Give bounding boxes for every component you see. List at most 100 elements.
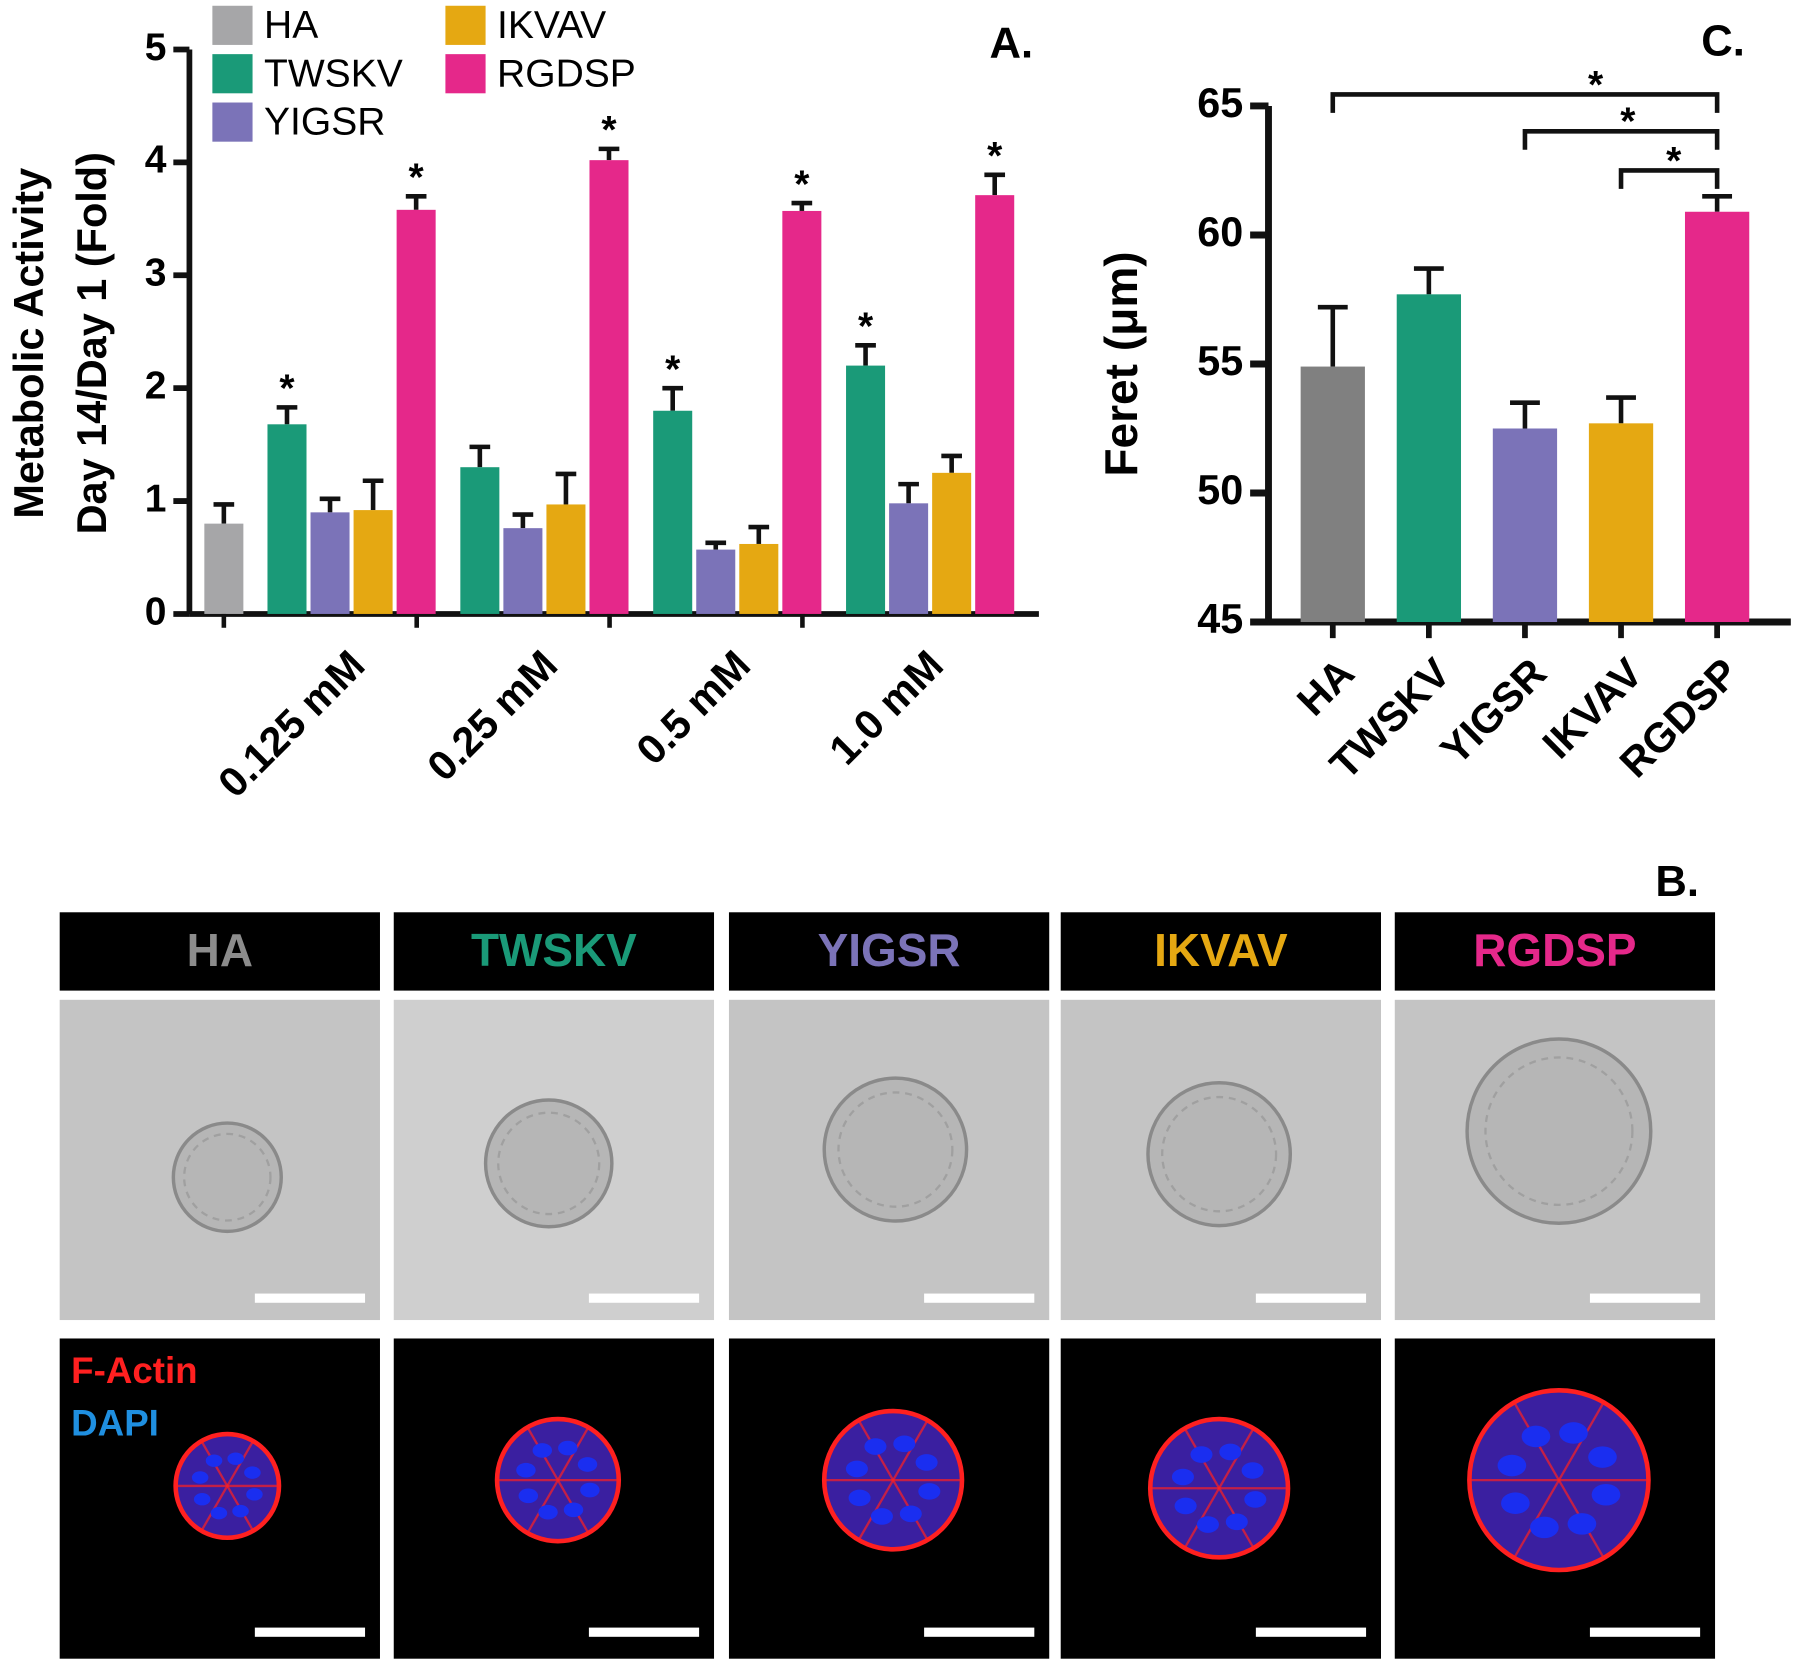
nucleus (538, 1504, 558, 1520)
nucleus (1225, 1513, 1248, 1531)
scale-bar (1589, 1627, 1701, 1637)
legend-label: YIGSR (264, 101, 385, 144)
bar (1300, 366, 1365, 623)
y-axis-label: Metabolic Activity (6, 168, 52, 519)
bar (889, 503, 929, 614)
column-header: IKVAV (1154, 924, 1288, 976)
panel-label: B. (1655, 857, 1699, 906)
nucleus (1559, 1422, 1588, 1444)
x-tick-label: 1.0 mM (820, 642, 951, 774)
bar (1492, 428, 1558, 623)
stain-label: DAPI (71, 1403, 159, 1444)
significance-star: * (858, 305, 874, 348)
nucleus (516, 1462, 536, 1478)
nucleus (1567, 1513, 1597, 1535)
column-header-bg (393, 912, 715, 991)
nucleus (246, 1488, 263, 1501)
panel-label: C. (1701, 16, 1745, 65)
nucleus (1171, 1468, 1194, 1486)
spheroid-texture (1484, 1056, 1634, 1207)
nucleus (848, 1489, 871, 1507)
scale-bar (588, 1627, 700, 1637)
legend-swatch (445, 5, 486, 45)
nucleus (893, 1435, 916, 1453)
nucleus (205, 1454, 223, 1467)
bar (1684, 211, 1750, 623)
column-header-bg (728, 912, 1050, 991)
significance-star: * (1620, 101, 1636, 144)
bar (353, 510, 393, 614)
nucleus (1244, 1491, 1267, 1508)
column-header: TWSKV (471, 924, 637, 976)
nucleus (1530, 1516, 1559, 1539)
spheroid-brightfield (1465, 1037, 1653, 1226)
significance-bracket (1618, 168, 1720, 189)
x-tick-label: 0.25 mM (419, 642, 567, 790)
y-tick-label: 50 (1197, 467, 1243, 513)
nucleus (864, 1438, 887, 1455)
nucleus (191, 1471, 209, 1484)
y-axis-label: Day 14/Day 1 (Fold) (69, 152, 115, 534)
spheroid-brightfield (822, 1076, 969, 1223)
x-tick-label: 0.5 mM (628, 642, 759, 774)
nucleus (193, 1492, 211, 1506)
scale-bar (924, 1627, 1035, 1637)
y-tick-label: 0 (145, 590, 167, 633)
nucleus (1521, 1425, 1551, 1448)
y-tick-label: 55 (1197, 338, 1243, 384)
nucleus (232, 1504, 249, 1518)
bar (267, 424, 307, 614)
nucleus (870, 1508, 893, 1525)
nucleus (532, 1443, 553, 1458)
nucleus (577, 1457, 598, 1472)
significance-star: * (279, 368, 295, 411)
nucleus (1174, 1497, 1197, 1515)
column-header: RGDSP (1473, 924, 1636, 976)
y-tick-label: 2 (145, 364, 167, 407)
legend-label: HA (264, 4, 318, 47)
spheroid-brightfield (1146, 1081, 1293, 1228)
nucleus (918, 1483, 941, 1500)
y-tick-label: 45 (1197, 596, 1243, 642)
column-header: YIGSR (818, 924, 961, 976)
stain-label: F-Actin (71, 1350, 197, 1391)
nucleus (1501, 1492, 1530, 1514)
nucleus (518, 1488, 539, 1504)
nucleus (1591, 1483, 1621, 1506)
y-axis-label: Feret (μm) (1095, 251, 1147, 476)
legend-label: IKVAV (497, 4, 606, 47)
nucleus (563, 1502, 584, 1518)
legend-swatch (445, 54, 486, 94)
scale-bar (254, 1627, 366, 1637)
nucleus (1588, 1446, 1617, 1468)
bar (396, 209, 436, 614)
scale-bar (1589, 1293, 1701, 1303)
scale-bar (1255, 1293, 1367, 1303)
bar (204, 523, 244, 614)
column-header-bg (1394, 912, 1716, 991)
y-tick-label: 4 (145, 139, 167, 182)
significance-star: * (794, 163, 810, 206)
nucleus (845, 1460, 868, 1478)
x-tick-label: HA (1288, 650, 1363, 725)
nucleus (244, 1466, 261, 1479)
bar (932, 472, 972, 614)
bar (310, 512, 350, 614)
nucleus (899, 1505, 922, 1523)
significance-star: * (409, 156, 425, 199)
x-tick-label: YIGSR (1432, 650, 1555, 774)
spheroid-texture (497, 1111, 601, 1216)
spheroid-texture (837, 1091, 954, 1208)
scale-bar (254, 1293, 366, 1303)
panel-label: A. (990, 19, 1034, 68)
bar (782, 210, 822, 614)
column-header: HA (187, 924, 253, 976)
scale-bar (588, 1293, 700, 1303)
y-tick-label: 60 (1197, 209, 1243, 255)
spheroid-texture (182, 1132, 272, 1222)
significance-star: * (665, 348, 681, 391)
y-tick-label: 5 (145, 26, 167, 69)
bar (696, 549, 736, 614)
nucleus (210, 1506, 228, 1520)
scale-bar (924, 1293, 1035, 1303)
